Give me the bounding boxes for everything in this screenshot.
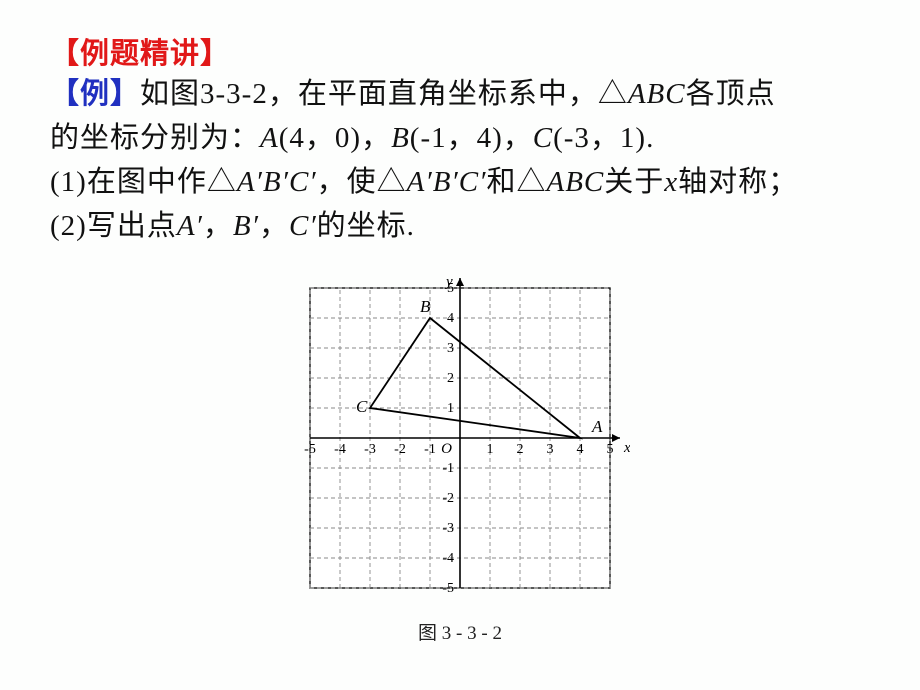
svg-text:5: 5	[607, 442, 614, 457]
svg-text:B: B	[420, 297, 431, 316]
q1x: x	[664, 166, 678, 198]
svg-text:-4: -4	[442, 551, 454, 566]
figure-caption: 图 3 - 3 - 2	[50, 618, 870, 645]
cC: (-3，1).	[553, 122, 654, 154]
q2a: (2)写出点	[50, 210, 177, 242]
q1e: 和△	[486, 166, 546, 198]
q1b: A′B′C′	[237, 166, 317, 198]
svg-text:-2: -2	[442, 491, 454, 506]
q2b: A′	[177, 210, 203, 242]
q2d: B′	[233, 210, 259, 242]
svg-text:4: 4	[577, 442, 584, 457]
cB: (-1，4)，	[410, 122, 533, 154]
t4: 的坐标分别为：	[50, 122, 260, 154]
svg-text:y: y	[444, 274, 453, 290]
svg-text:2: 2	[517, 442, 524, 457]
svg-text:1: 1	[487, 442, 494, 457]
svg-text:A: A	[591, 417, 603, 436]
svg-text:3: 3	[447, 341, 454, 356]
example-marker: 【例】	[50, 78, 140, 110]
t2: ABC	[628, 78, 686, 110]
svg-text:-5: -5	[442, 581, 454, 596]
svg-text:-1: -1	[424, 442, 436, 457]
q2e: ，	[259, 210, 289, 242]
cA: (4，0)，	[279, 122, 391, 154]
svg-text:-2: -2	[394, 442, 406, 457]
svg-text:C: C	[356, 397, 368, 416]
svg-text:-1: -1	[442, 461, 454, 476]
q1g: 关于	[604, 166, 664, 198]
lblA: A	[260, 122, 279, 154]
q2g: 的坐标.	[317, 210, 415, 242]
lblC: C	[533, 122, 553, 154]
section-heading: 【例题精讲】	[50, 30, 870, 72]
lblB: B	[391, 122, 410, 154]
q1c: ，使△	[317, 166, 407, 198]
svg-text:-4: -4	[334, 442, 346, 457]
svg-text:-3: -3	[442, 521, 454, 536]
svg-text:x: x	[623, 440, 630, 456]
svg-text:O: O	[441, 441, 452, 457]
q2c: ，	[203, 210, 233, 242]
svg-text:4: 4	[447, 311, 454, 326]
q1d: A′B′C′	[407, 166, 487, 198]
q1a: (1)在图中作△	[50, 166, 237, 198]
q1f: ABC	[546, 166, 604, 198]
svg-text:-5: -5	[304, 442, 316, 457]
svg-text:3: 3	[547, 442, 554, 457]
svg-text:1: 1	[447, 401, 454, 416]
svg-text:-3: -3	[364, 442, 376, 457]
figure-container: -5-4-3-2-11234512345-1-2-3-4-5OxyABC 图 3…	[50, 268, 870, 645]
q1h: 轴对称；	[678, 166, 798, 198]
t1: 如图3-3-2，在平面直角坐标系中，△	[140, 78, 628, 110]
q2f: C′	[289, 210, 317, 242]
t3: 各顶点	[686, 78, 776, 110]
coordinate-grid: -5-4-3-2-11234512345-1-2-3-4-5OxyABC	[290, 268, 630, 612]
problem-text: 【例】如图3-3-2，在平面直角坐标系中，△ABC各顶点 的坐标分别为：A(4，…	[50, 72, 870, 248]
svg-text:2: 2	[447, 371, 454, 386]
